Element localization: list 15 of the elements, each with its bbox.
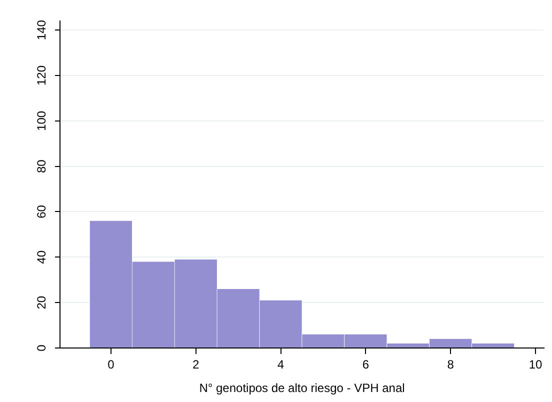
x-tick-label: 2	[192, 358, 200, 372]
x-tick-label: 0	[108, 358, 115, 372]
y-tick-label: 40	[34, 250, 48, 264]
y-tick-label: 0	[34, 344, 48, 352]
y-tick-label: 120	[34, 65, 48, 86]
x-tick-label: 4	[277, 358, 284, 372]
y-tick-label: 60	[34, 204, 48, 218]
y-tick-label: 140	[34, 20, 48, 40]
x-axis-title: N° genotipos de alto riesgo - VPH anal	[199, 381, 405, 396]
y-tick-label: 20	[34, 296, 48, 310]
y-tick-label: 80	[34, 159, 48, 174]
x-tick-label: 8	[447, 358, 454, 372]
y-tick-label: 100	[34, 110, 48, 131]
x-tick-label: 10	[528, 358, 543, 372]
x-tick-label: 6	[362, 358, 370, 372]
